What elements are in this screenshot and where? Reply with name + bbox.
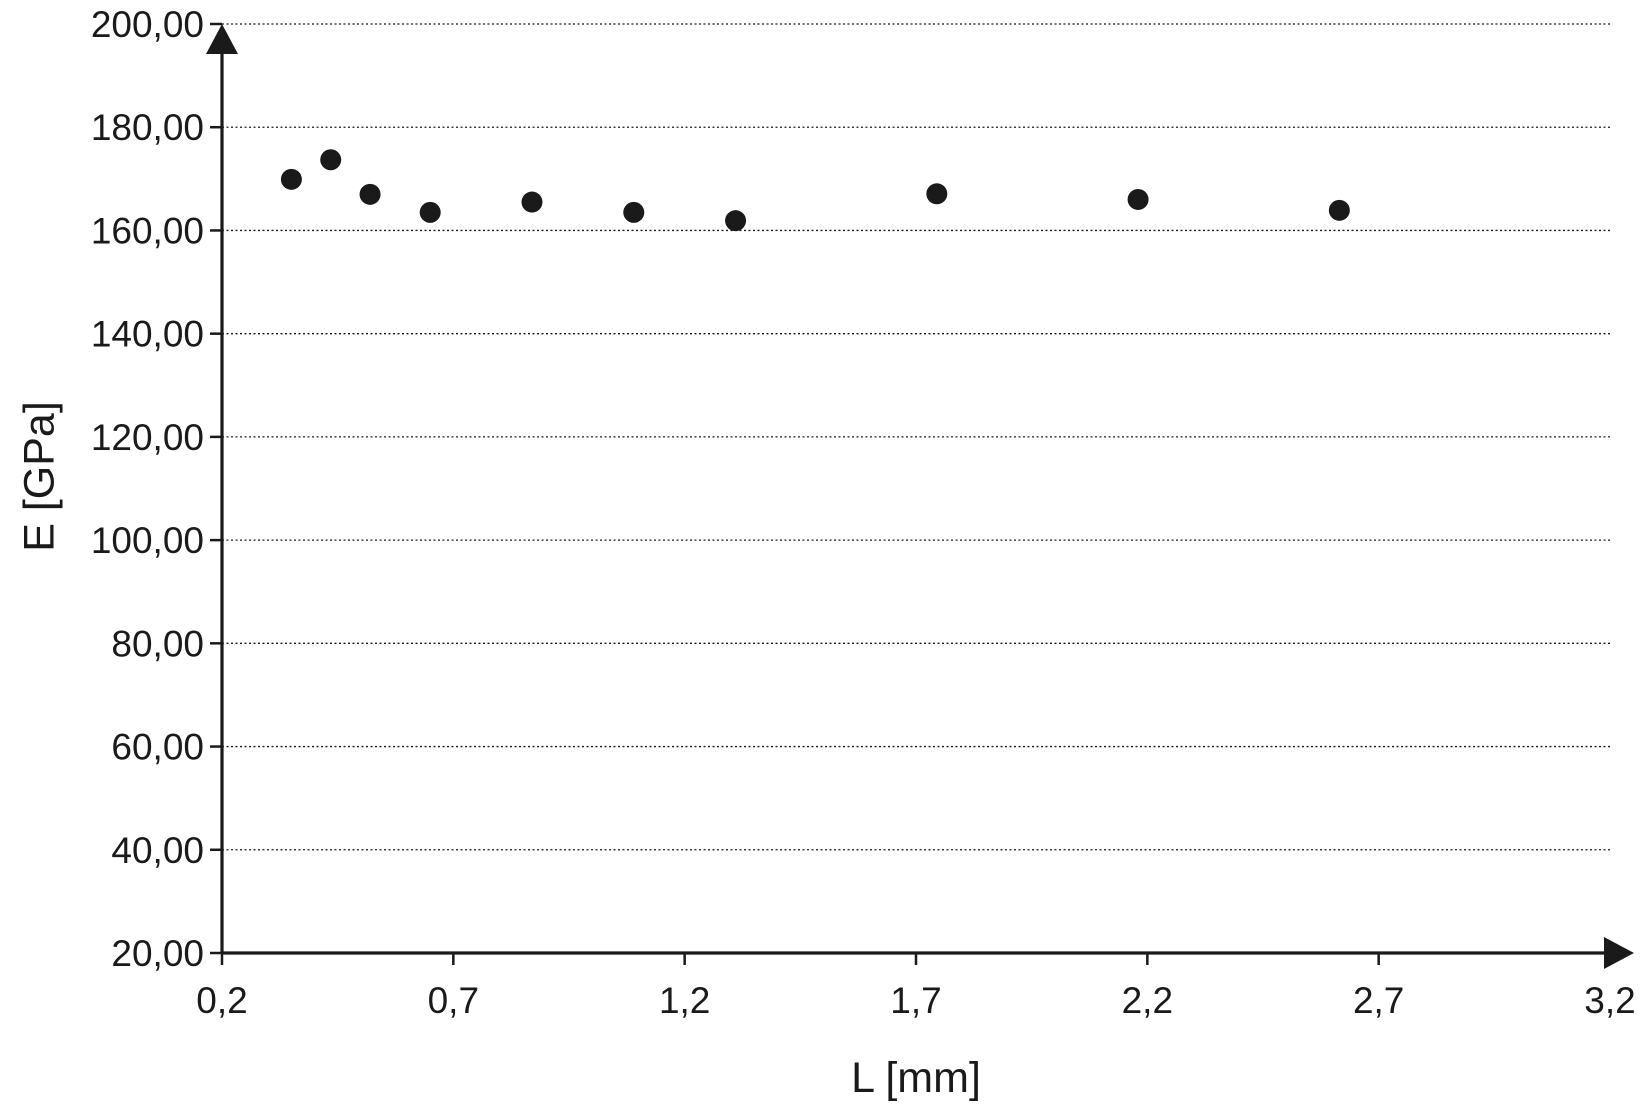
data-point [1328,199,1350,221]
axis-ticks [210,22,1380,965]
y-tick-label: 80,00 [111,623,204,664]
y-tick-label: 100,00 [91,520,204,561]
y-axis-title: E [GPa] [15,401,63,552]
data-point [926,183,948,205]
x-tick-label: 3,2 [1584,980,1635,1021]
y-tick-label: 140,00 [91,314,204,355]
y-tick-label: 180,00 [91,107,204,148]
data-points [280,149,1350,232]
y-tick-label: 40,00 [111,830,204,871]
x-tick-label: 2,2 [1122,980,1173,1021]
data-point [1127,188,1149,210]
data-point [725,210,747,232]
data-point [320,149,342,171]
x-tick-label: 2,7 [1353,980,1404,1021]
y-tick-label: 120,00 [91,417,204,458]
x-tick-label: 0,2 [196,980,247,1021]
x-tick-label: 1,7 [890,980,941,1021]
y-tick-label: 160,00 [91,210,204,251]
data-point [419,201,441,223]
data-point [359,183,381,205]
y-tick-label: 60,00 [111,727,204,768]
data-point [623,201,645,223]
x-tick-label: 1,2 [659,980,710,1021]
y-tick-label: 20,00 [111,933,204,974]
x-axis-arrow-icon [1604,937,1634,969]
x-axis-title: L [mm] [851,1054,981,1102]
x-tick-label: 0,7 [428,980,479,1021]
data-point [521,191,543,213]
y-tick-label: 200,00 [91,4,204,45]
y-axis-arrow-icon [206,24,238,54]
tick-labels: 20,00 40,00 60,00 80,00 100,00 120,00 140,00 16… [91,4,1636,1021]
gridlines [222,23,1610,851]
data-point [280,168,302,190]
axes [206,24,1634,969]
